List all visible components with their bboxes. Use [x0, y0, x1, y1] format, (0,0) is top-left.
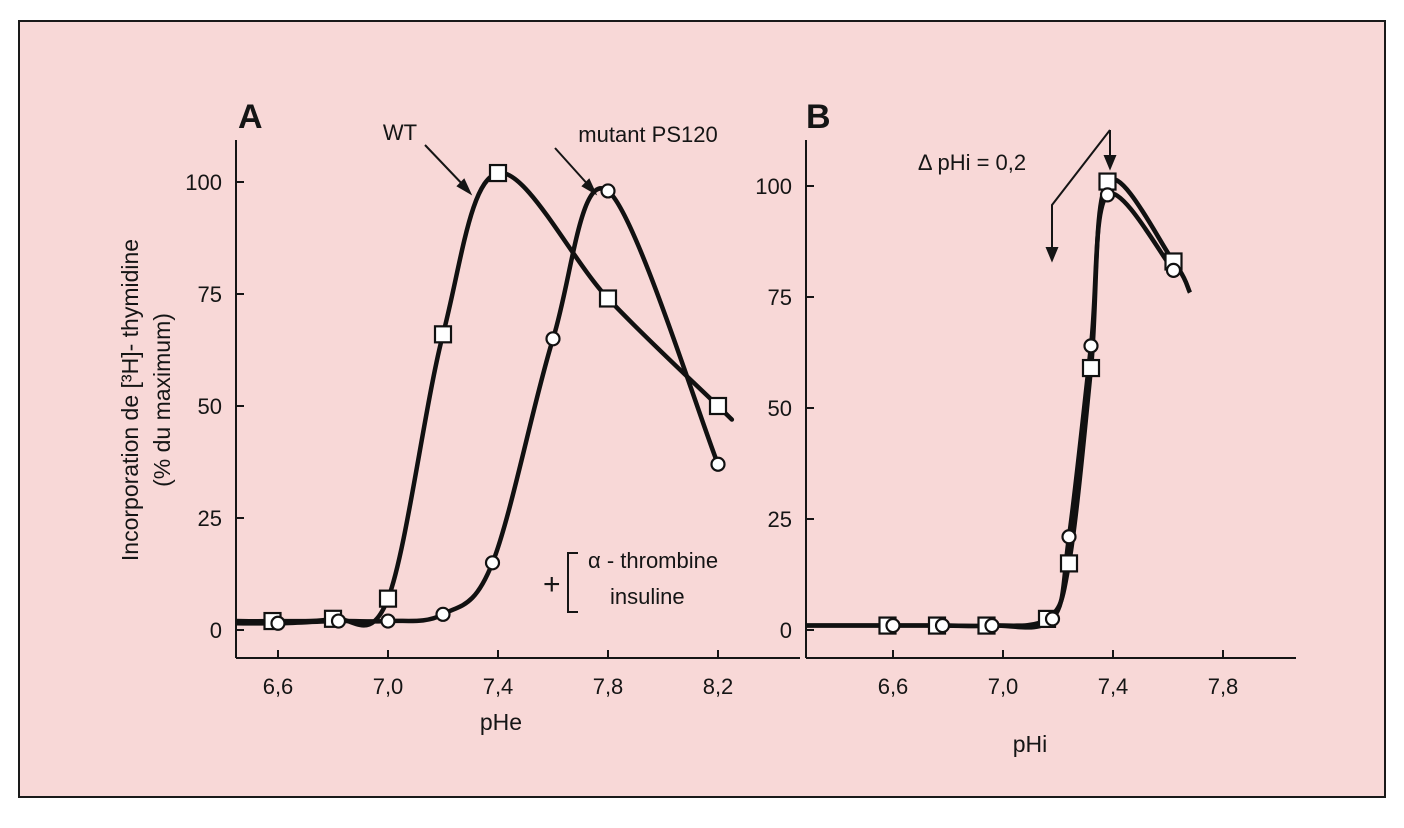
data-point-circle	[710, 456, 726, 472]
plus-sign: +	[543, 568, 561, 601]
y-tick-label: 50	[768, 396, 792, 421]
treatment-insuline: insuline	[610, 584, 685, 609]
data-point-circle	[600, 183, 616, 199]
data-point-square	[708, 396, 728, 416]
annotation-arrows	[424, 129, 1117, 263]
data-point-circle	[1083, 338, 1099, 354]
data-point-circle	[1044, 611, 1061, 627]
y-tick-label: 50	[198, 394, 222, 419]
y-tick-label: 100	[755, 174, 792, 199]
panel-label-a: A	[238, 98, 263, 136]
data-point-circle	[330, 613, 347, 629]
y-tick-label: 100	[185, 170, 222, 195]
treatment-thrombine: α - thrombine	[588, 548, 718, 573]
data-point-square	[433, 325, 453, 344]
bracket	[567, 552, 578, 613]
y-tick-label: 0	[780, 618, 792, 643]
y-tick-label: 75	[198, 282, 222, 307]
y-tick-label: 0	[210, 618, 222, 643]
data-point-circle	[435, 606, 451, 622]
data-point-square	[488, 163, 508, 183]
x-tick-label: 7,4	[1098, 674, 1129, 699]
series-line-circles	[806, 191, 1176, 630]
series-line-squares	[806, 176, 1193, 629]
x-tick-label: 7,8	[1208, 674, 1239, 699]
data-point-square	[378, 589, 398, 608]
x-tick-label: 7,4	[483, 674, 514, 699]
data-point-square	[1098, 172, 1117, 191]
data-point-circle	[1061, 529, 1077, 545]
data-point-square	[1059, 554, 1079, 573]
x-tick-label: 6,6	[878, 674, 909, 699]
figure-frame	[18, 20, 1386, 798]
legend-wt: WT	[383, 120, 417, 145]
data-point-circle	[270, 615, 286, 631]
x-tick-label: 7,8	[593, 674, 624, 699]
x-axis-label-b: pHi	[1013, 731, 1048, 757]
data-point-circle	[984, 617, 1000, 634]
data-point-circle	[545, 331, 561, 347]
data-point-circle	[1099, 187, 1116, 203]
y-axis-label-line2: (% du maximum)	[149, 313, 175, 487]
x-tick-label: 6,6	[263, 674, 294, 699]
y-tick-label: 75	[768, 285, 792, 310]
data-point-square	[1081, 358, 1101, 378]
x-tick-label: 7,0	[373, 674, 404, 699]
legend-mutant: mutant PS120	[578, 122, 717, 147]
y-tick-label: 25	[198, 506, 222, 531]
panel-label-b: B	[806, 98, 831, 136]
x-tick-label: 8,2	[703, 674, 734, 699]
y-tick-label: 25	[768, 507, 792, 532]
x-axis-label-a: pHe	[480, 709, 522, 735]
delta-phi-annotation: Δ pHi = 0,2	[918, 150, 1026, 175]
data-point-square	[598, 289, 618, 308]
data-point-circle	[934, 617, 951, 634]
y-axis-label-line1: Incorporation de [³H]- thymidine	[117, 239, 143, 561]
data-point-circle	[484, 555, 501, 571]
data-point-circle	[1165, 262, 1182, 278]
x-tick-label: 7,0	[988, 674, 1019, 699]
data-point-circle	[885, 617, 901, 634]
data-point-circle	[380, 613, 396, 629]
